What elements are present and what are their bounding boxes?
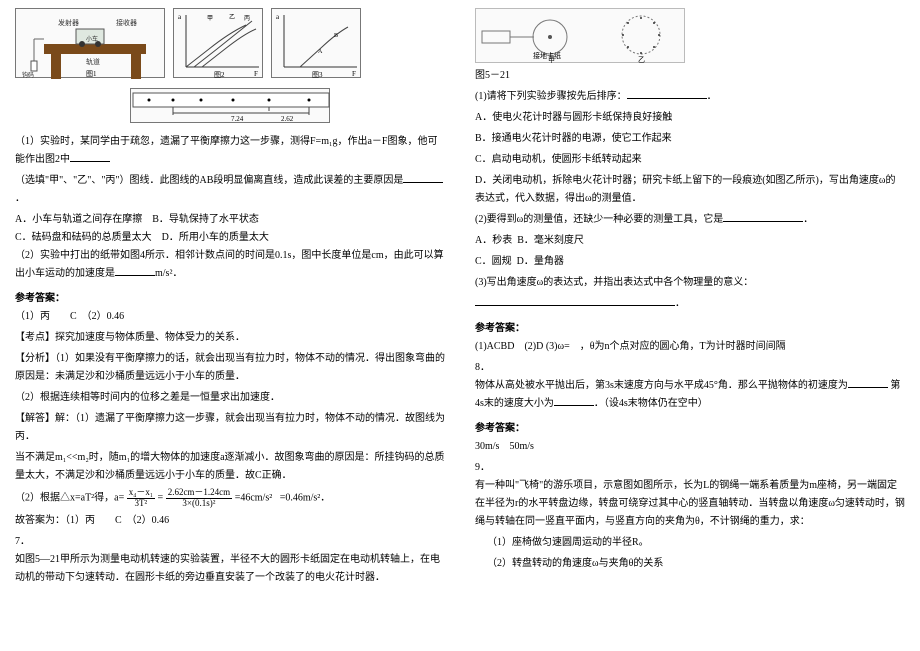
q9-2: （2）转盘转动的角速度ω与夹角θ的关系 xyxy=(475,555,905,573)
kaodian: 【考点】探究加速度与物体质量、物体受力的关系． xyxy=(15,329,445,347)
figure-4: 7.24 2.62 xyxy=(130,88,330,123)
ans8: 30m/s 50m/s xyxy=(475,438,905,456)
q2-text: （2）实验中打出的纸带如图4所示．相邻计数点间的时间是0.1s，图中长度单位是c… xyxy=(15,247,445,283)
q9: 9． 有一种叫"飞椅"的游乐项目，示意图如图所示，长为L的钢绳一端系着质量为m座… xyxy=(475,459,905,531)
yi-label: 乙 xyxy=(638,56,645,64)
svg-text:B: B xyxy=(334,33,338,39)
fenxi-1: 【分析】（1）如果没有平衡摩擦力的话，就会出现当有拉力时，物体不动的情况．得出图… xyxy=(15,350,445,386)
track-label: 轨道 xyxy=(86,57,100,66)
step-c: C．启动电动机，使圆形卡纸转动起来 xyxy=(475,151,905,169)
dim-262: 2.62 xyxy=(281,115,294,123)
svg-text:F: F xyxy=(254,70,258,78)
figure-5: 接地卡纸 甲 乙 xyxy=(475,8,685,63)
figure-2: 甲 乙 丙 a F 图2 xyxy=(173,8,263,78)
svg-text:a: a xyxy=(276,13,280,21)
rq3-blank: ． xyxy=(475,295,905,313)
option-c: C．砝码盘和砝码的总质量太大 D．所用小车的质量太大 xyxy=(15,229,445,247)
answer-1: （1）丙 C （2）0.46 xyxy=(15,308,445,326)
answer-header-3: 参考答案： xyxy=(475,419,905,434)
svg-text:钩码: 钩码 xyxy=(22,71,34,79)
q1b-text: （选填"甲"、"乙"、"丙"）图线．此图线的AB段明显偏离直线，造成此误差的主要… xyxy=(15,172,445,208)
jieda-1: 【解答】解：（1）遗漏了平衡摩擦力这一步骤，就会出现当有拉力时，物体不动的情况．… xyxy=(15,410,445,446)
q8: 8． 物体从高处被水平抛出后，第3s末速度方向与水平成45°角．那么平抛物体的初… xyxy=(475,359,905,413)
q1-text: （1）实验时，某同学由于疏忽，遗漏了平衡摩擦力这一步骤，测得F=m₁g，作出a－… xyxy=(15,133,445,169)
dim-724: 7.24 xyxy=(231,115,244,123)
svg-text:a: a xyxy=(178,13,182,21)
guda: 故答案为：（1）丙 C （2）0.46 xyxy=(15,512,445,530)
answer-header: 参考答案： xyxy=(15,289,445,304)
svg-text:接地卡纸: 接地卡纸 xyxy=(533,51,561,60)
jieda-3: （2）根据△x=aT²得，a= x₄－x₁3T² = 2.62cm－1.24cm… xyxy=(15,488,445,509)
q7: 7． 如图5—21甲所示为测量电动机转速的实验装置，半径不大的圆形卡纸固定在电动… xyxy=(15,533,445,587)
figure-1: 发射器 接收器 小车 轨道 钩码 图1 xyxy=(15,8,165,78)
step-b: B．接通电火花计时器的电源，使它工作起来 xyxy=(475,130,905,148)
answer-header-2: 参考答案： xyxy=(475,319,905,334)
rq2-opts-2: C．圆规 D．量角器 xyxy=(475,253,905,271)
rq2-opts-1: A．秒表 B．毫米刻度尺 xyxy=(475,232,905,250)
fig3-name: 图3 xyxy=(312,71,323,79)
q9-1: （1）座椅做匀速圆周运动的半径R。 xyxy=(475,534,905,552)
fig2-name: 图2 xyxy=(214,71,225,79)
ans-r: (1)ACBD (2)D (3)ω= ，θ为n个点对应的圆心角，T为计时器时间间… xyxy=(475,338,905,356)
fig1-name: 图1 xyxy=(86,70,97,78)
fenxi-2: （2）根据连续相等时间内的位移之差是一恒量求出加速度． xyxy=(15,389,445,407)
step-a: A．使电火花计时器与圆形卡纸保持良好接触 xyxy=(475,109,905,127)
option-a: A．小车与轨道之间存在摩擦 B．导轨保持了水平状态 xyxy=(15,211,445,229)
figure-3: A B a F 图3 xyxy=(271,8,361,78)
step-d: D．关闭电动机，拆除电火花计时器；研究卡纸上留下的一段痕迹(如图乙所示)，写出角… xyxy=(475,172,905,208)
svg-text:甲: 甲 xyxy=(207,15,213,22)
rq2: (2)要得到ω的测量值，还缺少一种必要的测量工具，它是． xyxy=(475,211,905,229)
jia-label: 甲 xyxy=(548,56,555,64)
rq1: (1)请将下列实验步骤按先后排序：． xyxy=(475,88,905,106)
emitter-label: 发射器 xyxy=(58,18,79,27)
svg-text:A: A xyxy=(318,49,323,55)
jieda-2: 当不满足m₁<<m₂时，随m₁的增大物体的加速度a逐渐减小．故图象弯曲的原因是：… xyxy=(15,449,445,485)
car-label: 小车 xyxy=(86,35,98,43)
svg-text:乙: 乙 xyxy=(229,14,235,21)
rq3: (3)写出角速度ω的表达式，并指出表达式中各个物理量的意义： xyxy=(475,274,905,292)
svg-text:丙: 丙 xyxy=(244,15,250,22)
fig5-caption: 图5－21 xyxy=(475,67,905,85)
receiver-label: 接收器 xyxy=(116,18,137,27)
svg-text:F: F xyxy=(352,70,356,78)
